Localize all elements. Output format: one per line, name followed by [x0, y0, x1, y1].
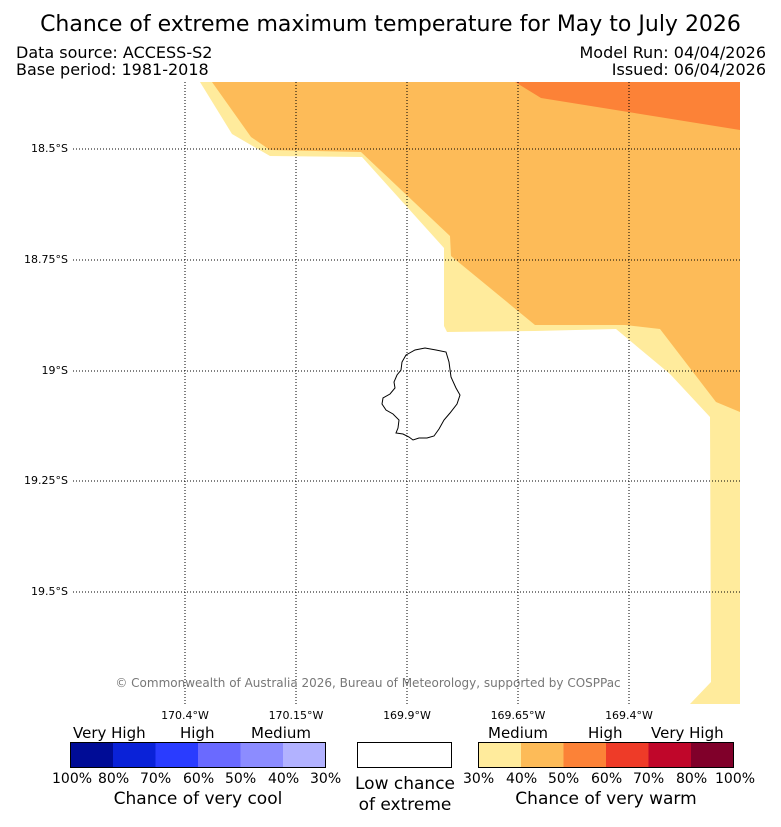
lat-tick-label: 19.25°S — [24, 474, 68, 487]
lat-tick-label: 18.5°S — [31, 142, 68, 155]
warm-medium-label: Medium — [488, 724, 548, 742]
warm-swatch — [606, 742, 649, 768]
graticule — [73, 82, 740, 704]
header-left: Data source: ACCESS-S2 Base period: 1981… — [16, 44, 212, 78]
header-right: Model Run: 04/04/2026 Issued: 06/04/2026 — [580, 44, 767, 78]
neutral-caption-line1: Low chance — [355, 774, 455, 794]
warm-pct-label: 50% — [548, 771, 580, 787]
warm-very-high-label: Very High — [651, 724, 724, 742]
warm-pct-label: 30% — [463, 771, 495, 787]
copyright-notice: © Commonwealth of Australia 2026, Bureau… — [115, 676, 621, 690]
lon-tick-label: 169.4°W — [605, 709, 653, 722]
cool-pct-label: 30% — [310, 771, 342, 787]
neutral-swatch — [357, 742, 452, 768]
base-period-label: Base period: 1981-2018 — [16, 60, 209, 79]
warm-colorbar-border — [478, 742, 734, 768]
warm-pct-label: 80% — [676, 771, 708, 787]
neutral-swatch-box — [357, 742, 452, 768]
issued-label: Issued: 06/04/2026 — [611, 60, 766, 79]
cool-medium-label: Medium — [251, 724, 311, 742]
warm-swatch — [648, 742, 691, 768]
warm-swatch — [521, 742, 564, 768]
lon-tick-label: 170.4°W — [161, 709, 209, 722]
orange-warm-region — [212, 82, 740, 412]
cool-pct-label: 40% — [268, 771, 300, 787]
cool-very-high-label: Very High — [73, 724, 146, 742]
high-warm-region — [515, 82, 740, 130]
warm-pct-label: 70% — [633, 771, 665, 787]
cool-high-label: High — [180, 724, 215, 742]
warm-swatch — [563, 742, 606, 768]
cool-swatch — [240, 742, 283, 768]
lat-tick-label: 19°S — [41, 364, 68, 377]
neutral-caption-line2: of extreme — [358, 795, 452, 815]
warm-swatch — [691, 742, 734, 768]
model-run-label: Model Run: 04/04/2026 — [579, 43, 767, 62]
cool-swatch — [70, 742, 113, 768]
warm-pct-label: 60% — [591, 771, 623, 787]
lon-tick-label: 169.9°W — [383, 709, 431, 722]
cool-pct-label: 100% — [52, 771, 93, 787]
cool-pct-label: 50% — [225, 771, 257, 787]
neutral-caption: Low chance of extreme — [340, 774, 470, 816]
cool-caption: Chance of very cool — [113, 789, 283, 809]
cool-pct-label: 80% — [98, 771, 130, 787]
cool-swatch — [198, 742, 241, 768]
cool-pct-label: 60% — [183, 771, 215, 787]
lon-tick-label: 170.15°W — [268, 709, 324, 722]
data-source-label: Data source: ACCESS-S2 — [16, 43, 213, 62]
lon-tick-label: 169.65°W — [490, 709, 546, 722]
warm-pct-label: 100% — [715, 771, 756, 787]
lat-tick-label: 19.5°S — [31, 585, 68, 598]
warm-pct-label: 40% — [506, 771, 538, 787]
warm-high-label: High — [588, 724, 623, 742]
cool-swatch — [283, 742, 326, 768]
warm-colorbar — [478, 742, 734, 768]
cool-colorbar-border — [70, 742, 326, 768]
warm-swatch — [478, 742, 521, 768]
cool-colorbar — [70, 742, 326, 768]
warm-caption: Chance of very warm — [515, 789, 697, 809]
cool-swatch — [113, 742, 156, 768]
chart-title: Chance of extreme maximum temperature fo… — [40, 12, 741, 37]
map-canvas[interactable] — [73, 82, 740, 704]
island-outline — [381, 347, 461, 441]
cool-swatch — [155, 742, 198, 768]
lat-tick-label: 18.75°S — [24, 253, 68, 266]
cool-pct-label: 70% — [140, 771, 172, 787]
